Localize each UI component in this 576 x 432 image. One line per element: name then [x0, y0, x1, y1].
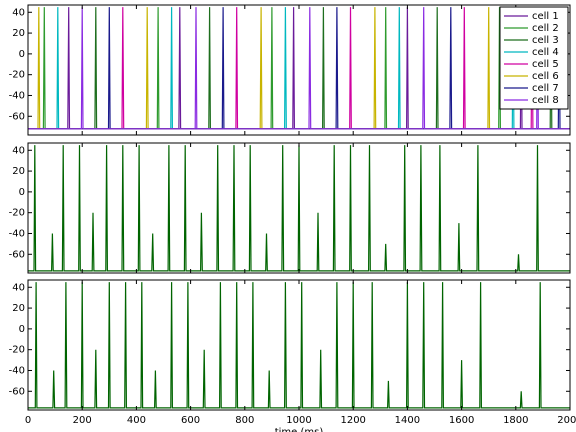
x-tick-label: 1000: [286, 415, 311, 426]
legend-label: cell 5: [532, 59, 559, 70]
y-tick-label: -60: [9, 386, 25, 397]
y-tick-label: -60: [9, 249, 25, 260]
legend-label: cell 7: [532, 83, 559, 94]
legend-label: cell 4: [532, 47, 559, 58]
y-tick-label: 40: [12, 282, 25, 293]
y-tick-label: 0: [19, 49, 25, 60]
legend-label: cell 3: [532, 35, 559, 46]
y-tick-label: -40: [9, 90, 25, 101]
trace: [28, 7, 570, 130]
x-tick-label: 1200: [340, 415, 365, 426]
y-tick-label: -20: [9, 208, 25, 219]
y-tick-label: 20: [12, 166, 25, 177]
x-tick-label: 0: [25, 415, 31, 426]
x-tick-label: 1600: [449, 415, 474, 426]
x-tick-label: 1400: [395, 415, 420, 426]
y-tick-label: -40: [9, 228, 25, 239]
x-tick-label: 600: [181, 415, 200, 426]
x-tick-label: 400: [127, 415, 146, 426]
trace: [28, 145, 570, 272]
y-tick-label: 20: [12, 28, 25, 39]
legend-label: cell 2: [532, 23, 559, 34]
trace: [28, 7, 570, 130]
y-tick-label: 0: [19, 324, 25, 335]
y-tick-label: -20: [9, 70, 25, 81]
y-tick-label: 40: [12, 7, 25, 18]
legend-label: cell 6: [532, 71, 559, 82]
x-tick-label: 200: [73, 415, 92, 426]
y-tick-label: 0: [19, 187, 25, 198]
y-tick-label: -40: [9, 365, 25, 376]
y-tick-label: -20: [9, 345, 25, 356]
legend-box: [499, 6, 569, 110]
trace: [28, 282, 570, 409]
x-tick-label: 2000: [557, 415, 576, 426]
legend-label: cell 1: [532, 11, 559, 22]
x-tick-label: 800: [235, 415, 254, 426]
x-axis-label: time (ms): [275, 427, 324, 432]
y-tick-label: 20: [12, 303, 25, 314]
panel: -60 -40 -20 0 20 40: [9, 142, 571, 274]
y-tick-label: 40: [12, 145, 25, 156]
legend-label: cell 8: [532, 95, 559, 106]
x-tick-label: 1800: [503, 415, 528, 426]
y-tick-label: -60: [9, 111, 25, 122]
